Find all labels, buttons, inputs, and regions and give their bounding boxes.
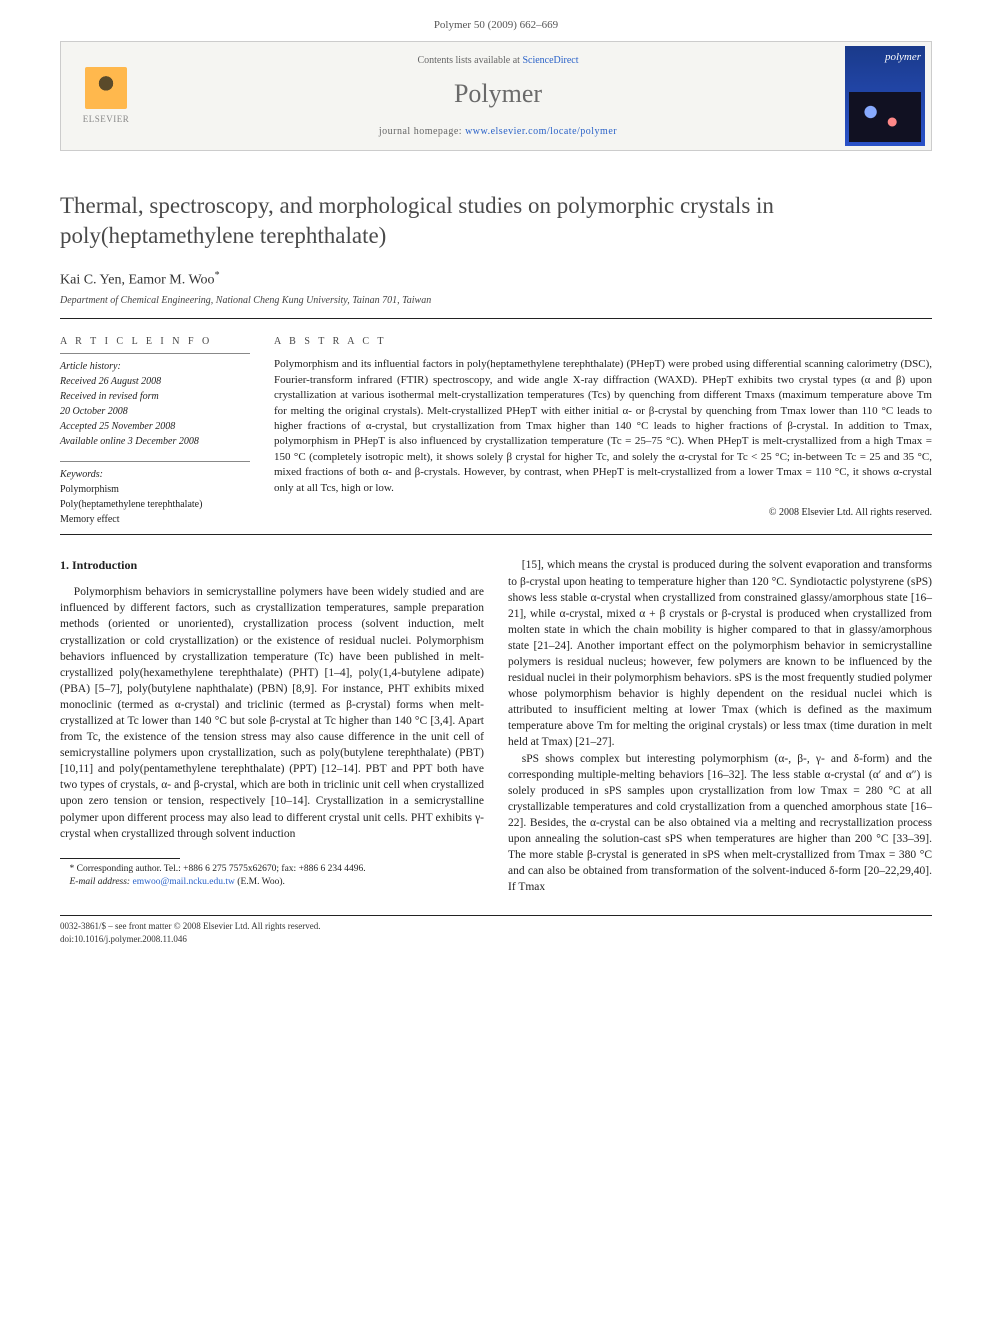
intro-para-3: sPS shows complex but interesting polymo… <box>508 751 932 896</box>
contents-available-line: Contents lists available at ScienceDirec… <box>151 54 845 68</box>
keywords-label: Keywords: <box>60 468 250 482</box>
footnote-rule <box>60 858 180 859</box>
homepage-prefix: journal homepage: <box>379 126 465 137</box>
footer-doi: doi:10.1016/j.polymer.2008.11.046 <box>60 933 932 946</box>
journal-homepage-line: journal homepage: www.elsevier.com/locat… <box>151 125 845 139</box>
history-revised-line1: Received in revised form <box>60 390 250 404</box>
section-1-heading: 1. Introduction <box>60 557 484 574</box>
keyword-2: Poly(heptamethylene terephthalate) <box>60 498 250 512</box>
authors-text: Kai C. Yen, Eamor M. Woo <box>60 273 215 288</box>
abstract-copyright: © 2008 Elsevier Ltd. All rights reserved… <box>274 506 932 520</box>
article-info-heading: A R T I C L E I N F O <box>60 335 250 349</box>
author-list: Kai C. Yen, Eamor M. Woo* <box>60 269 932 290</box>
running-head: Polymer 50 (2009) 662–669 <box>0 0 992 41</box>
abstract-text: Polymorphism and its influential factors… <box>274 357 932 496</box>
cover-title: polymer <box>849 50 921 65</box>
footnote-contact: * Corresponding author. Tel.: +886 6 275… <box>60 863 484 876</box>
corresponding-author-footnote: * Corresponding author. Tel.: +886 6 275… <box>60 863 484 890</box>
abstract-heading: A B S T R A C T <box>274 335 932 349</box>
history-online: Available online 3 December 2008 <box>60 435 250 449</box>
contents-prefix: Contents lists available at <box>417 55 522 66</box>
affiliation: Department of Chemical Engineering, Nati… <box>60 294 932 308</box>
email-suffix: (E.M. Woo). <box>235 877 285 887</box>
journal-cover-thumbnail: polymer <box>845 46 925 146</box>
journal-title: Polymer <box>151 76 845 112</box>
history-accepted: Accepted 25 November 2008 <box>60 420 250 434</box>
article-title: Thermal, spectroscopy, and morphological… <box>60 191 932 251</box>
abstract-column: A B S T R A C T Polymorphism and its inf… <box>274 325 932 528</box>
intro-para-2: [15], which means the crystal is produce… <box>508 557 932 750</box>
keyword-1: Polymorphism <box>60 483 250 497</box>
bottom-rule <box>60 534 932 535</box>
homepage-link[interactable]: www.elsevier.com/locate/polymer <box>465 126 617 137</box>
intro-para-1: Polymorphism behaviors in semicrystallin… <box>60 584 484 842</box>
article-info-column: A R T I C L E I N F O Article history: R… <box>60 325 250 528</box>
history-label: Article history: <box>60 360 250 374</box>
email-label: E-mail address: <box>70 877 133 887</box>
history-revised-line2: 20 October 2008 <box>60 405 250 419</box>
sciencedirect-link[interactable]: ScienceDirect <box>522 55 578 66</box>
footer-issn: 0032-3861/$ – see front matter © 2008 El… <box>60 920 932 933</box>
body-text-columns: 1. Introduction Polymorphism behaviors i… <box>60 557 932 895</box>
corresponding-mark: * <box>215 270 220 281</box>
keyword-3: Memory effect <box>60 513 250 527</box>
publisher-name: ELSEVIER <box>83 113 130 126</box>
journal-masthead: ELSEVIER Contents lists available at Sci… <box>60 41 932 151</box>
publisher-logo: ELSEVIER <box>61 42 151 150</box>
page-footer: 0032-3861/$ – see front matter © 2008 El… <box>60 915 932 945</box>
history-received: Received 26 August 2008 <box>60 375 250 389</box>
email-link[interactable]: emwoo@mail.ncku.edu.tw <box>132 877 234 887</box>
elsevier-tree-icon <box>85 67 127 109</box>
cover-art-icon <box>849 92 921 142</box>
top-rule <box>60 318 932 319</box>
